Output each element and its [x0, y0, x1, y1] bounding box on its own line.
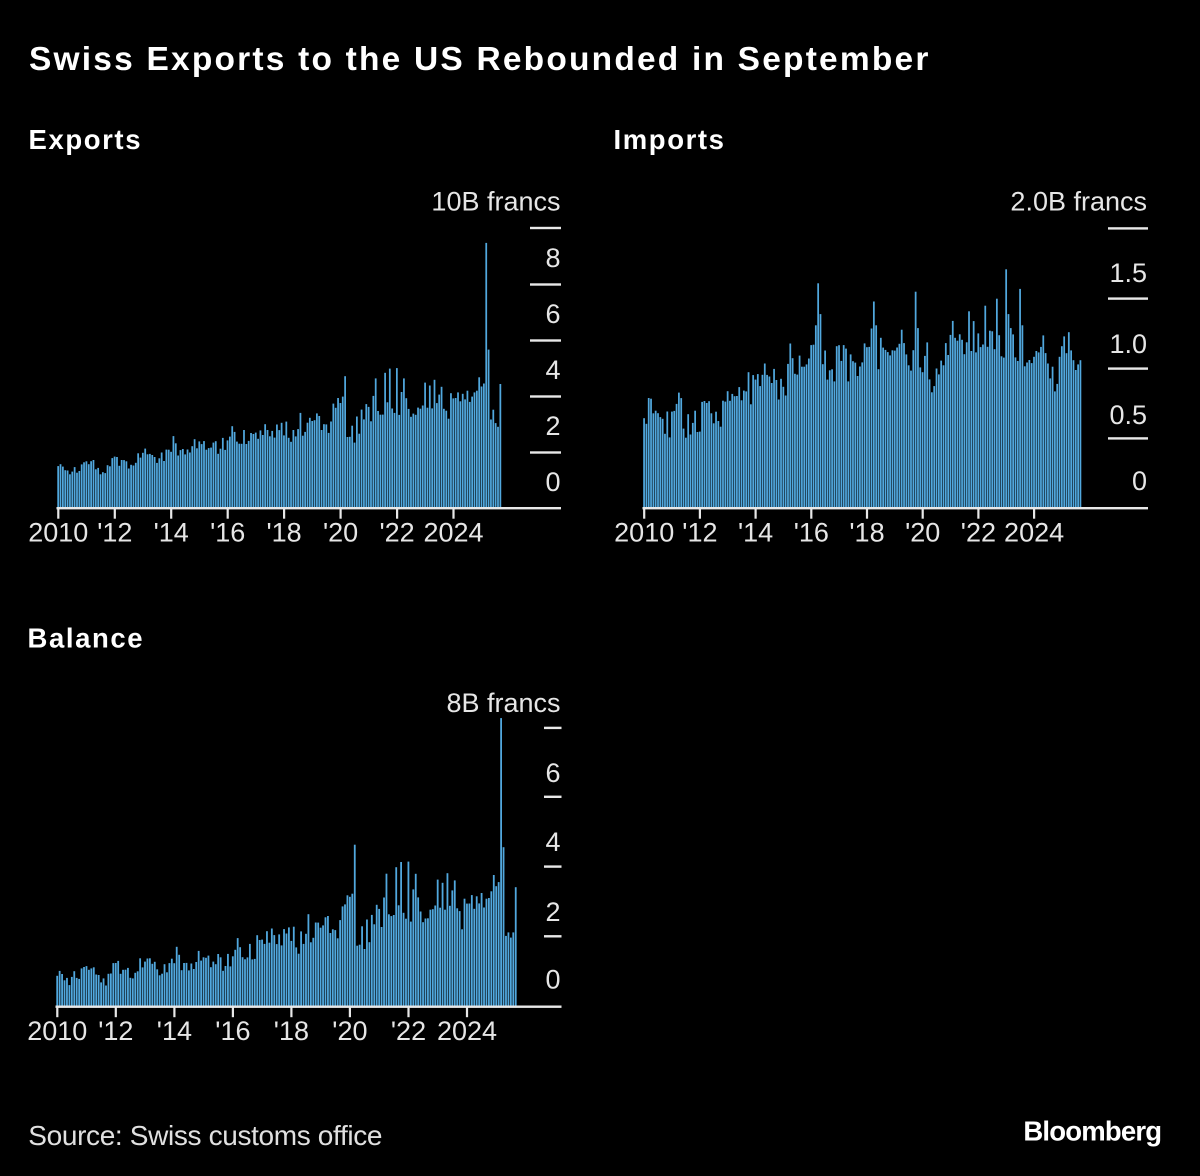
svg-text:'12: '12: [98, 1016, 133, 1046]
svg-text:8B francs: 8B francs: [446, 688, 560, 718]
svg-text:'14: '14: [157, 1016, 192, 1046]
svg-text:2010: 2010: [28, 518, 88, 548]
svg-text:'22: '22: [961, 518, 996, 548]
svg-text:'16: '16: [794, 518, 829, 548]
svg-text:Exports: Exports: [29, 124, 143, 155]
svg-text:0: 0: [545, 964, 560, 994]
svg-text:0.5: 0.5: [1109, 400, 1147, 430]
svg-text:'20: '20: [332, 1016, 367, 1046]
svg-text:'16: '16: [215, 1016, 250, 1046]
svg-text:4: 4: [545, 355, 560, 385]
svg-text:Bloomberg: Bloomberg: [1023, 1115, 1161, 1146]
svg-text:10B francs: 10B francs: [431, 187, 560, 217]
svg-text:1.5: 1.5: [1109, 258, 1147, 288]
svg-text:2: 2: [545, 897, 560, 927]
svg-text:'14: '14: [154, 518, 189, 548]
svg-text:2010: 2010: [614, 518, 674, 548]
svg-text:'20: '20: [323, 518, 358, 548]
svg-text:Source: Swiss customs office: Source: Swiss customs office: [28, 1120, 382, 1151]
svg-text:2: 2: [545, 411, 560, 441]
svg-text:6: 6: [545, 758, 560, 788]
svg-text:2024: 2024: [423, 518, 483, 548]
svg-text:0: 0: [1132, 466, 1147, 496]
svg-text:'12: '12: [682, 518, 717, 548]
svg-text:'22: '22: [391, 1016, 426, 1046]
svg-text:8: 8: [545, 243, 560, 273]
svg-text:'18: '18: [274, 1016, 309, 1046]
svg-text:4: 4: [545, 827, 560, 857]
svg-text:'16: '16: [210, 518, 245, 548]
svg-text:'20: '20: [905, 518, 940, 548]
svg-text:'18: '18: [267, 518, 302, 548]
svg-text:Swiss Exports to the US Reboun: Swiss Exports to the US Rebounded in Sep…: [29, 41, 931, 78]
svg-text:'12: '12: [97, 518, 132, 548]
svg-text:0: 0: [545, 467, 560, 497]
svg-text:'14: '14: [738, 518, 773, 548]
svg-text:2024: 2024: [437, 1016, 497, 1046]
svg-text:'18: '18: [849, 518, 884, 548]
svg-text:2010: 2010: [27, 1016, 87, 1046]
svg-text:6: 6: [545, 299, 560, 329]
svg-text:Balance: Balance: [28, 623, 145, 654]
svg-text:2024: 2024: [1004, 518, 1064, 548]
svg-text:1.0: 1.0: [1109, 329, 1147, 359]
svg-text:2.0B francs: 2.0B francs: [1010, 187, 1147, 217]
svg-text:Imports: Imports: [614, 124, 726, 155]
svg-text:'22: '22: [380, 518, 415, 548]
